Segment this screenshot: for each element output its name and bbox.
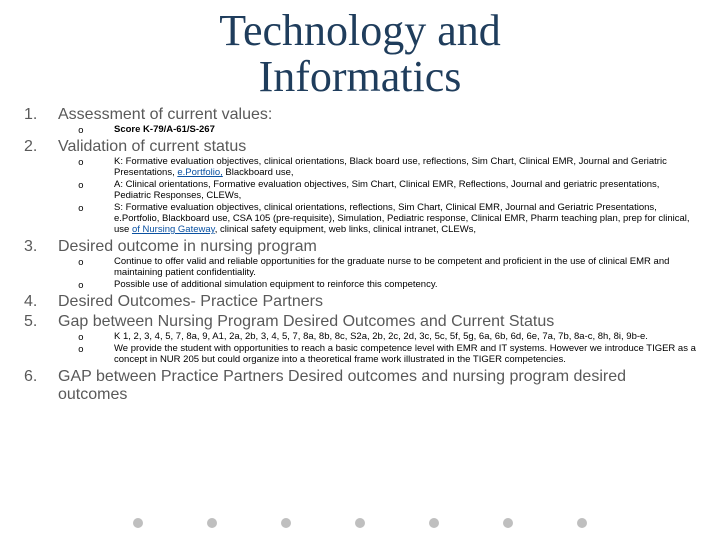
- title-line: Informatics: [24, 54, 696, 100]
- sub-text: K 1, 2, 3, 4, 5, 7, 8a, 9, A1, 2a, 2b, 3…: [114, 332, 648, 343]
- list-number: 3.: [24, 238, 58, 256]
- list-item-lvl2: oPossible use of additional simulation e…: [24, 280, 696, 291]
- nav-dot[interactable]: [355, 518, 365, 528]
- nav-dot[interactable]: [503, 518, 513, 528]
- list-text: Desired Outcomes- Practice Partners: [58, 293, 323, 311]
- list-item-lvl1: 1.Assessment of current values:: [24, 106, 696, 124]
- list-text: Desired outcome in nursing program: [58, 238, 317, 256]
- list-number: 5.: [24, 313, 58, 331]
- list-text: Validation of current status: [58, 138, 246, 156]
- list-number: 1.: [24, 106, 58, 124]
- sub-text: Score K-79/A-61/S-267: [114, 125, 215, 136]
- nav-dot[interactable]: [577, 518, 587, 528]
- list-item-lvl2: oK 1, 2, 3, 4, 5, 7, 8a, 9, A1, 2a, 2b, …: [24, 332, 696, 343]
- list-item-lvl2: oWe provide the student with opportuniti…: [24, 344, 696, 366]
- sub-text: S: Formative evaluation objectives, clin…: [114, 203, 696, 236]
- bullet-circle: o: [78, 280, 114, 291]
- sub-text: K: Formative evaluation objectives, clin…: [114, 157, 696, 179]
- bullet-circle: o: [78, 125, 114, 136]
- sub-text: Continue to offer valid and reliable opp…: [114, 257, 696, 279]
- list-item-lvl2: oK: Formative evaluation objectives, cli…: [24, 157, 696, 179]
- hyperlink[interactable]: of Nursing Gateway: [132, 224, 215, 235]
- sub-text: Possible use of additional simulation eq…: [114, 280, 438, 291]
- nav-dot[interactable]: [207, 518, 217, 528]
- sub-text: A: Clinical orientations, Formative eval…: [114, 180, 696, 202]
- slide-content: 1.Assessment of current values:oScore K-…: [24, 106, 696, 403]
- list-item-lvl1: 2.Validation of current status: [24, 138, 696, 156]
- list-item-lvl2: oA: Clinical orientations, Formative eva…: [24, 180, 696, 202]
- slide: Technology andInformatics 1.Assessment o…: [0, 0, 720, 540]
- list-item-lvl1: 6.GAP between Practice Partners Desired …: [24, 368, 696, 404]
- nav-dots: [0, 518, 720, 528]
- list-number: 4.: [24, 293, 58, 311]
- bullet-circle: o: [78, 332, 114, 343]
- list-number: 6.: [24, 368, 58, 386]
- list-item-lvl1: 5.Gap between Nursing Program Desired Ou…: [24, 313, 696, 331]
- hyperlink[interactable]: e.Portfolio,: [177, 167, 222, 178]
- bullet-circle: o: [78, 157, 114, 168]
- list-item-lvl2: oContinue to offer valid and reliable op…: [24, 257, 696, 279]
- bullet-circle: o: [78, 257, 114, 268]
- list-text: GAP between Practice Partners Desired ou…: [58, 368, 696, 404]
- nav-dot[interactable]: [429, 518, 439, 528]
- list-item-lvl1: 3.Desired outcome in nursing program: [24, 238, 696, 256]
- title-line: Technology and: [24, 8, 696, 54]
- list-item-lvl1: 4.Desired Outcomes- Practice Partners: [24, 293, 696, 311]
- bullet-circle: o: [78, 180, 114, 191]
- nav-dot[interactable]: [281, 518, 291, 528]
- bullet-circle: o: [78, 203, 114, 214]
- list-item-lvl2: oScore K-79/A-61/S-267: [24, 125, 696, 136]
- list-text: Assessment of current values:: [58, 106, 272, 124]
- slide-title: Technology andInformatics: [24, 8, 696, 100]
- nav-dot[interactable]: [133, 518, 143, 528]
- list-text: Gap between Nursing Program Desired Outc…: [58, 313, 554, 331]
- bullet-circle: o: [78, 344, 114, 355]
- list-item-lvl2: oS: Formative evaluation objectives, cli…: [24, 203, 696, 236]
- list-number: 2.: [24, 138, 58, 156]
- sub-text: We provide the student with opportunitie…: [114, 344, 696, 366]
